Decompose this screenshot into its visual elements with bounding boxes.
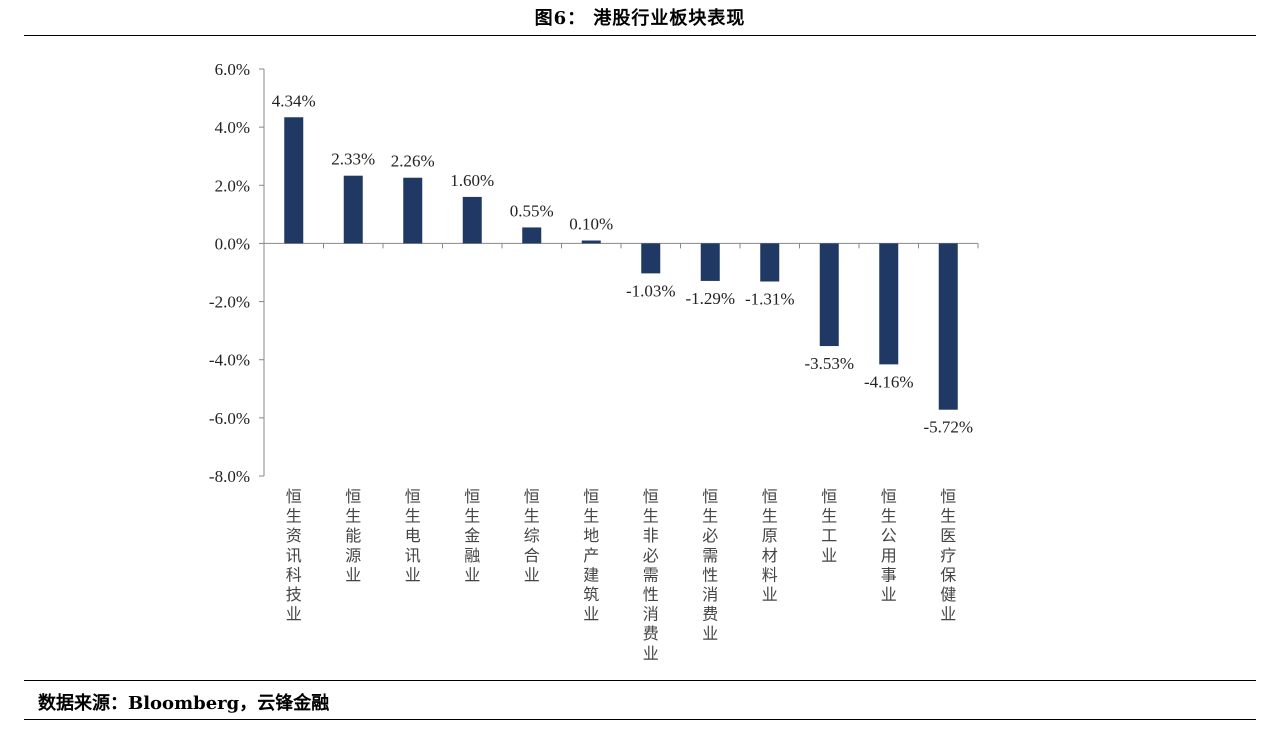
category-label: 恒生工业 [821,487,837,565]
category-label: 恒生原材料业 [762,487,778,604]
data-label: -3.53% [804,354,854,373]
y-tick-label: 0.0% [215,234,250,253]
data-label: -1.31% [745,290,795,309]
data-label: 0.55% [510,201,554,220]
y-tick-label: -6.0% [209,409,250,428]
category-label: 恒生资讯科技业 [286,487,302,624]
data-label: -1.03% [626,281,676,300]
bar-chart: 6.0% 4.0% 2.0% 0.0% -2.0% -4.0% -6.0% -8.0% 4.34… [209,60,979,663]
y-tick-label: -8.0% [209,467,250,486]
bar [760,243,780,282]
bar [462,196,482,244]
bar [581,240,601,244]
bar [403,177,423,244]
bar [879,243,899,365]
y-tick-label: 6.0% [215,60,250,79]
bar [641,243,661,274]
category-label: 恒生电讯业 [405,487,421,584]
y-tick-label: -4.0% [209,351,250,370]
bar [343,175,363,244]
bar [522,227,542,244]
category-label: 恒生综合业 [524,487,540,584]
figure-title: 图6： 港股行业板块表现 [534,8,746,29]
data-label: 2.26% [391,152,435,171]
category-label: 恒生地产建筑业 [583,487,599,624]
bar [284,117,304,244]
data-label: 0.10% [569,215,613,234]
bar [700,243,720,281]
data-label: 4.34% [272,91,316,110]
category-label: 恒生必需性消费业 [702,487,718,643]
source-top-rule [24,680,1256,681]
category-label: 恒生医疗保健业 [940,487,956,624]
y-tick-label: 2.0% [215,176,250,195]
data-label: 2.33% [331,150,375,169]
bottom-rule [24,719,1256,720]
data-label: -5.72% [923,418,973,437]
top-rule [24,35,1256,36]
data-label: -4.16% [864,372,914,391]
category-label: 恒生能源业 [345,487,361,584]
data-label: -1.29% [685,289,735,308]
y-tick-label: 4.0% [215,118,250,137]
category-label: 恒生非必需性消费业 [643,487,659,663]
category-label: 恒生公用事业 [881,487,897,604]
category-label: 恒生金融业 [464,487,480,584]
bar [938,243,958,410]
y-tick-label: -2.0% [209,293,250,312]
data-label: 1.60% [450,171,494,190]
bar [819,243,839,347]
source-note: 数据来源：Bloomberg，云锋金融 [38,693,330,714]
